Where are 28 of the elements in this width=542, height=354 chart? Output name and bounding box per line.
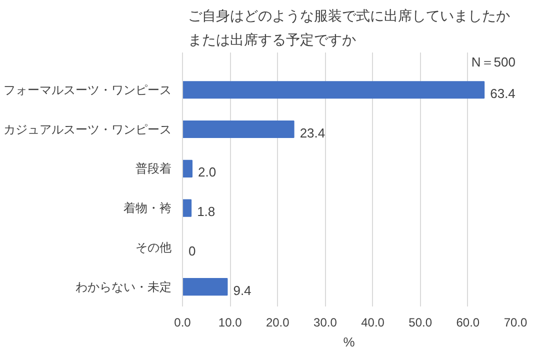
y-tick-label: その他 (136, 240, 172, 254)
bar (182, 160, 193, 178)
x-tick-label: 20.0 (266, 316, 290, 330)
x-tick-label: 40.0 (361, 316, 385, 330)
y-tick-label: 普段着 (136, 162, 172, 176)
x-axis-title: % (343, 334, 356, 350)
x-tick-label: 0.0 (174, 316, 192, 330)
y-tick-label: 着物・袴 (124, 201, 172, 216)
x-tick-label: 60.0 (456, 316, 480, 330)
y-tick-label: フォーマルスーツ・ワンピース (4, 82, 172, 97)
annotation: N＝500 (471, 54, 516, 70)
data-label: 9.4 (233, 282, 252, 298)
x-tick-label: 30.0 (314, 316, 338, 330)
y-tick-label: カジュアルスーツ・ワンピース (4, 122, 172, 136)
x-tick-label: 10.0 (218, 316, 242, 330)
bar (182, 120, 294, 138)
x-tick-label: 70.0 (504, 316, 528, 330)
bar (182, 81, 485, 99)
x-tick-label: 50.0 (408, 316, 432, 330)
bar (182, 199, 192, 217)
bar (182, 278, 228, 296)
chart-title: ご自身はどのような服装で式に出席していましたかまたは出席する予定ですか (188, 8, 510, 48)
data-label: 23.4 (300, 125, 326, 140)
data-label: 1.8 (197, 204, 216, 220)
data-label: 2.0 (198, 164, 216, 180)
y-tick-label: わからない・未定 (76, 280, 172, 294)
data-label: 63.4 (490, 86, 516, 101)
data-label: 0 (188, 243, 196, 258)
